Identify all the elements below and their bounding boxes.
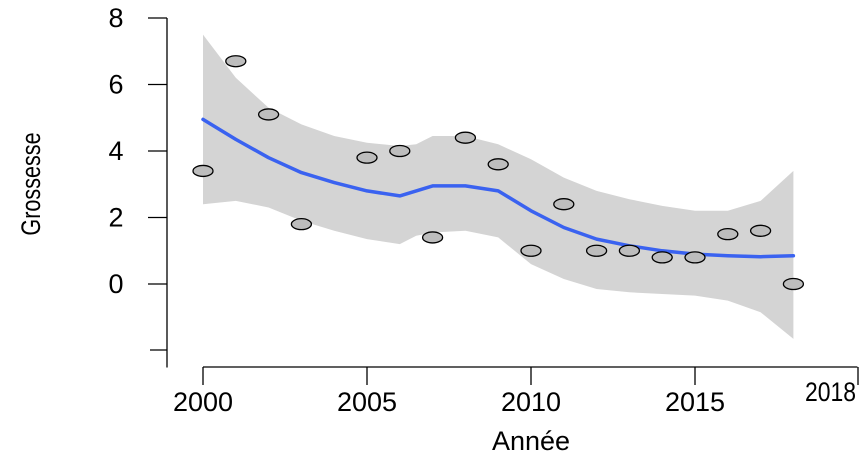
y-tick-label: 8 bbox=[108, 3, 123, 33]
data-point bbox=[585, 244, 608, 257]
data-point bbox=[553, 198, 575, 211]
data-point bbox=[651, 251, 673, 264]
x-axis: 2000 2005 2010 2015 2018 bbox=[173, 366, 859, 417]
y-axis: 0 2 4 6 8 bbox=[108, 3, 168, 368]
data-point bbox=[192, 164, 214, 178]
data-point bbox=[487, 158, 509, 171]
confidence-band bbox=[203, 34, 794, 339]
data-point bbox=[454, 131, 477, 144]
data-point bbox=[421, 231, 444, 244]
x-tick-label: 2010 bbox=[501, 387, 561, 417]
data-point bbox=[389, 144, 411, 158]
data-point bbox=[749, 224, 772, 237]
data-point bbox=[684, 251, 706, 264]
y-axis-title: Grossesse bbox=[17, 132, 47, 235]
x-ticks: 2000 2005 2010 2015 2018 bbox=[173, 367, 859, 417]
plot-area bbox=[192, 34, 805, 339]
x-axis-title: Année bbox=[492, 426, 570, 456]
x-tick-label: 2005 bbox=[337, 387, 397, 417]
data-point bbox=[782, 277, 805, 291]
y-ticks: 0 2 4 6 8 bbox=[108, 3, 167, 351]
y-tick-label: 0 bbox=[108, 269, 123, 299]
data-point bbox=[520, 244, 542, 257]
data-point bbox=[717, 227, 739, 241]
x-tick-label: 2015 bbox=[665, 387, 725, 417]
y-tick-label: 6 bbox=[108, 70, 123, 100]
x-tick-label: 2018 bbox=[805, 377, 856, 407]
data-point bbox=[618, 244, 641, 257]
data-point bbox=[257, 108, 280, 121]
data-point bbox=[225, 55, 247, 68]
y-tick-label: 2 bbox=[108, 203, 123, 233]
x-tick-label: 2000 bbox=[173, 387, 233, 417]
y-tick-label: 4 bbox=[108, 136, 123, 166]
scatter-points bbox=[192, 55, 805, 291]
data-point bbox=[356, 151, 378, 164]
data-point bbox=[290, 217, 313, 231]
